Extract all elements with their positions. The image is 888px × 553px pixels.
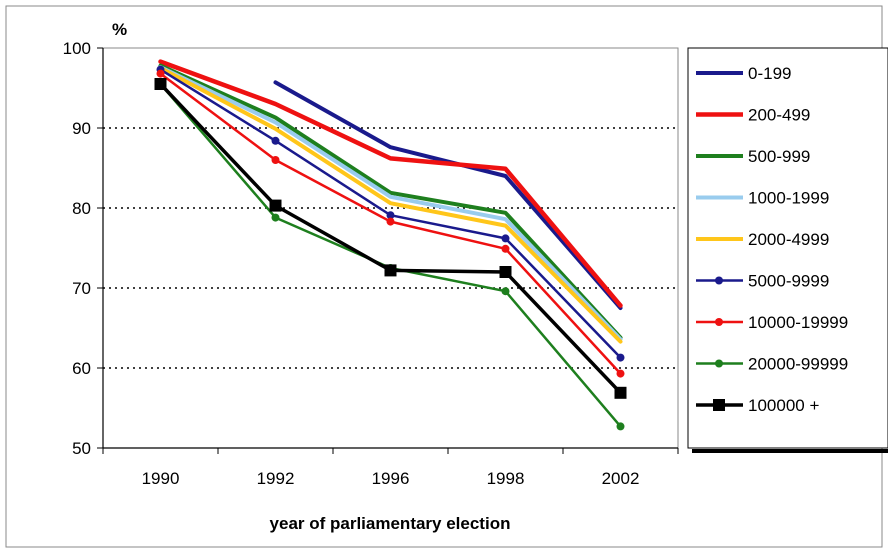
data-point-5-4 [616,353,625,362]
y-axis-title: % [112,20,127,39]
data-point-5-1 [271,136,280,145]
legend-label-4: 2000-4999 [748,230,829,249]
y-tick-label-50: 50 [72,439,91,458]
data-point-7-1 [271,213,280,222]
legend-marker-6 [715,318,723,326]
legend-label-3: 1000-1999 [748,189,829,208]
y-tick-label-80: 80 [72,199,91,218]
series-200-499 [158,59,623,308]
x-tick-label-2002: 2002 [602,469,640,488]
legend-label-1: 200-499 [748,106,810,125]
legend-item-3: 1000-1999 [696,189,829,208]
y-tick-label-100: 100 [63,39,91,58]
legend-item-6: 10000-19999 [696,313,848,332]
data-point-6-3 [501,244,510,253]
data-point-8-4 [614,386,627,399]
data-point-6-1 [271,156,280,164]
legend-label-8: 100000 + [748,396,819,415]
legend-item-2: 500-999 [696,147,810,166]
data-point-8-1 [269,199,282,212]
data-point-8-3 [499,266,512,278]
legend-label-5: 5000-9999 [748,272,829,291]
legend-marker-5 [715,276,723,285]
y-tick-label-60: 60 [72,359,91,378]
legend-label-2: 500-999 [748,147,810,166]
x-tick-label-1990: 1990 [142,469,180,488]
legend-item-5: 5000-9999 [696,272,829,291]
data-point-6-2 [386,217,395,226]
legend-item-4: 2000-4999 [696,230,829,249]
series-lines [154,59,627,431]
x-tick-label-1998: 1998 [487,469,525,488]
legend-marker-7 [715,359,723,368]
data-point-8-2 [384,264,397,277]
data-point-7-4 [616,422,625,431]
data-point-7-3 [501,287,510,296]
x-tick-label-1992: 1992 [257,469,295,488]
legend-marker-8 [713,399,725,411]
data-point-8-0 [154,78,167,90]
data-point-6-0 [156,69,165,78]
x-axis-title: year of parliamentary election [270,514,511,533]
legend-item-1: 200-499 [696,106,810,125]
axes: 50 60 70 80 90 100 1990 1992 1996 1998 2002 [63,39,679,488]
x-tick-label-1996: 1996 [372,469,410,488]
legend-label-6: 10000-19999 [748,313,848,332]
legend-item-8: 100000 + [696,396,819,415]
legend-item-0: 0-199 [696,64,791,83]
data-point-6-4 [616,369,625,378]
y-tick-label-90: 90 [72,119,91,138]
series-10000-19999 [156,69,625,378]
series-100000- [154,78,627,399]
legend-label-7: 20000-99999 [748,355,848,374]
data-point-5-3 [501,234,510,243]
series-2000-4999 [158,66,623,344]
data-point-5-2 [386,211,395,220]
legend-item-7: 20000-99999 [696,355,848,374]
y-tick-label-70: 70 [72,279,91,298]
legend-label-0: 0-199 [748,64,791,83]
legend: 0-199 200-499 500-999 1000-1999 2000-4999 500… [687,47,888,453]
